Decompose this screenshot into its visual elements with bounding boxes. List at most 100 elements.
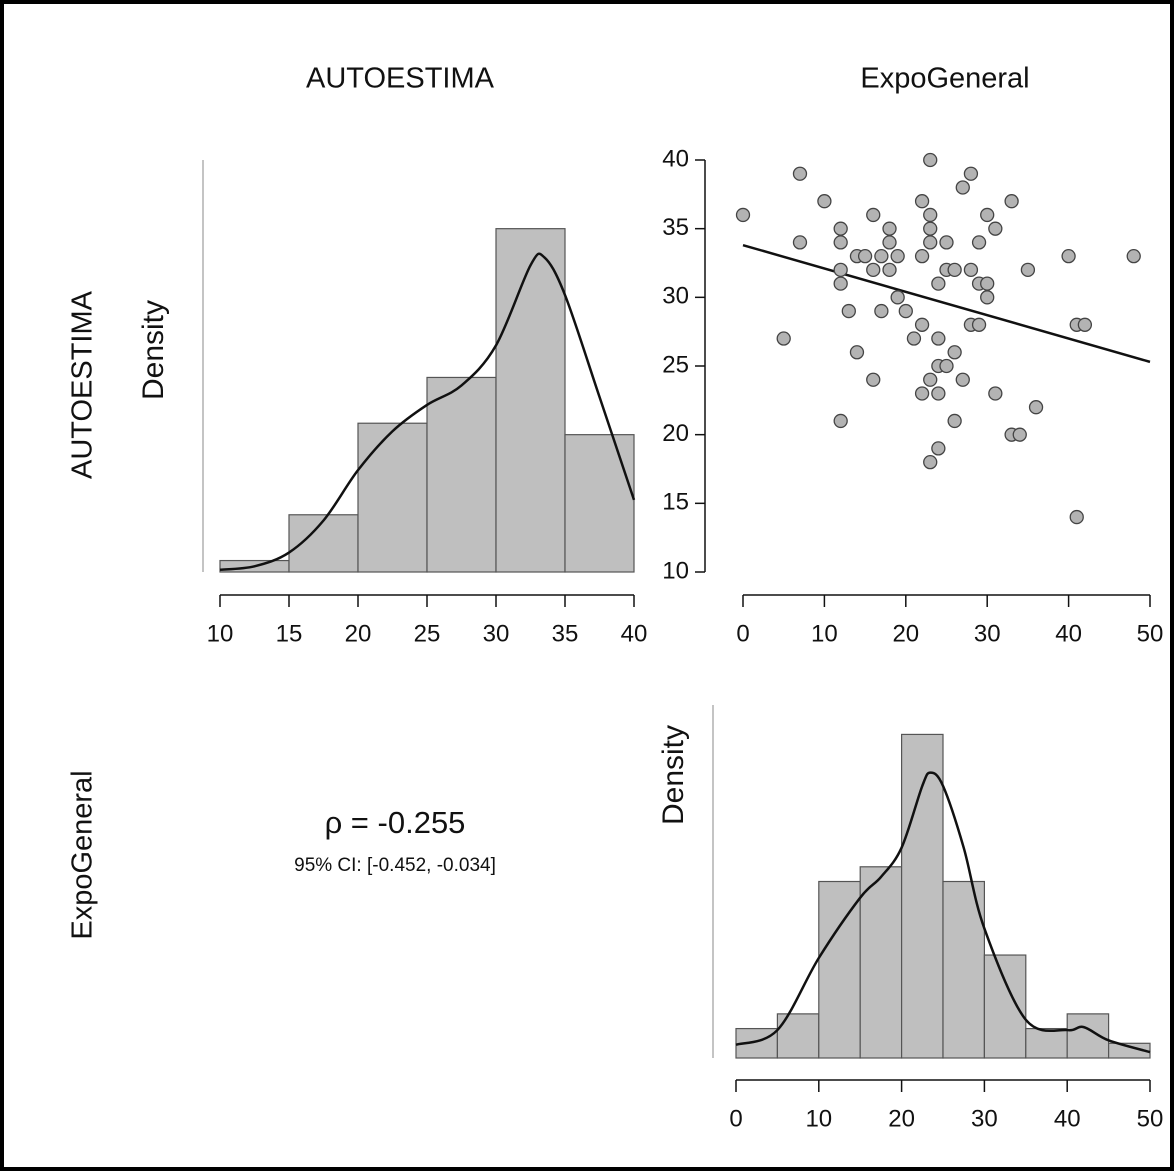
row-header: ExpoGeneral xyxy=(67,770,99,939)
point xyxy=(882,235,897,250)
density-curve xyxy=(219,252,636,571)
bar xyxy=(859,866,903,1059)
y-tick-label: 35 xyxy=(662,214,689,241)
x-tick-label: 25 xyxy=(414,620,441,647)
point xyxy=(817,194,832,209)
x-tick-label: 10 xyxy=(811,620,838,647)
x-tick-label: 50 xyxy=(1137,620,1164,647)
point xyxy=(923,207,938,223)
y-tick-label: 10 xyxy=(662,557,689,584)
point xyxy=(923,454,938,470)
point xyxy=(923,152,938,168)
density-curve xyxy=(735,771,1151,1054)
point xyxy=(955,372,970,387)
point xyxy=(939,235,954,250)
point xyxy=(833,413,848,429)
point xyxy=(1012,427,1027,442)
x-tick-label: 40 xyxy=(621,620,648,647)
column-header: AUTOESTIMA xyxy=(306,63,495,95)
bar xyxy=(564,434,635,573)
point xyxy=(874,303,889,319)
point xyxy=(914,386,930,401)
point xyxy=(833,235,848,250)
point xyxy=(971,317,987,332)
point xyxy=(1069,509,1084,525)
point xyxy=(947,413,962,429)
point xyxy=(890,248,905,264)
point xyxy=(931,386,946,401)
point xyxy=(914,248,930,264)
point xyxy=(1061,248,1076,264)
point xyxy=(988,386,1003,401)
point xyxy=(939,358,954,374)
point xyxy=(882,262,897,278)
point xyxy=(988,221,1003,236)
point xyxy=(849,345,865,360)
bar xyxy=(1025,1027,1068,1059)
bar xyxy=(1107,1042,1151,1059)
column-header: ExpoGeneral xyxy=(860,63,1029,95)
point xyxy=(947,262,962,278)
y-tick-label: 15 xyxy=(662,489,689,516)
point xyxy=(735,207,751,223)
point xyxy=(1126,248,1141,264)
rho: ρ = -0.255 xyxy=(325,805,466,840)
y-tick-label: 30 xyxy=(662,283,689,310)
bar xyxy=(357,422,428,573)
point xyxy=(947,345,962,360)
point xyxy=(980,207,995,223)
bar xyxy=(495,228,566,573)
point xyxy=(963,262,979,278)
point xyxy=(776,331,791,346)
point xyxy=(931,276,946,291)
point xyxy=(955,180,970,195)
x-tick-label: 20 xyxy=(888,1105,915,1132)
point xyxy=(971,235,987,250)
row-header: AUTOESTIMA xyxy=(67,290,99,479)
point xyxy=(1004,194,1019,209)
point xyxy=(906,331,922,346)
point xyxy=(857,248,873,264)
point xyxy=(833,221,848,236)
point xyxy=(841,303,856,319)
point xyxy=(1020,262,1036,278)
point xyxy=(923,235,938,250)
point xyxy=(882,221,897,236)
point xyxy=(931,441,946,456)
point xyxy=(866,262,881,278)
point xyxy=(923,372,938,387)
x-tick-label: 0 xyxy=(736,620,749,647)
x-tick-label: 40 xyxy=(1054,1105,1081,1132)
point xyxy=(890,290,905,305)
point xyxy=(792,166,808,181)
point xyxy=(980,290,995,305)
x-tick-label: 30 xyxy=(974,620,1001,647)
ci: 95% CI: [-0.452, -0.034] xyxy=(294,855,496,876)
bar xyxy=(1066,1013,1110,1059)
point xyxy=(931,331,946,346)
point xyxy=(914,194,930,209)
y-axis-label: Density xyxy=(657,725,690,825)
x-tick-label: 0 xyxy=(729,1105,742,1132)
x-tick-label: 10 xyxy=(207,620,234,647)
x-tick-label: 15 xyxy=(276,620,303,647)
bar xyxy=(942,880,986,1059)
point xyxy=(914,317,930,332)
regression-line xyxy=(742,243,1151,364)
point xyxy=(833,276,848,291)
x-tick-label: 35 xyxy=(552,620,579,647)
x-tick-label: 40 xyxy=(1055,620,1082,647)
y-tick-label: 40 xyxy=(662,145,689,172)
y-axis-label: Density xyxy=(137,300,170,400)
x-tick-label: 30 xyxy=(483,620,510,647)
x-tick-label: 30 xyxy=(971,1105,998,1132)
bar xyxy=(983,954,1027,1059)
bar xyxy=(818,880,861,1059)
x-tick-label: 20 xyxy=(345,620,372,647)
y-tick-label: 20 xyxy=(662,420,689,447)
point xyxy=(874,248,889,264)
x-tick-label: 20 xyxy=(892,620,919,647)
x-tick-label: 10 xyxy=(805,1105,832,1132)
point xyxy=(923,221,938,236)
